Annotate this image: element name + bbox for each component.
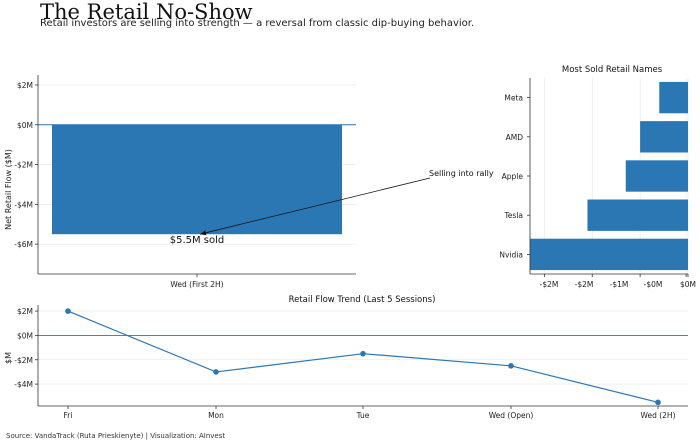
trend-x-tick-label: Mon [208, 411, 224, 420]
trend-x-tick-label: Fri [64, 411, 73, 420]
trend-point [213, 369, 219, 375]
names-bar [659, 81, 688, 114]
trend-point [65, 308, 71, 314]
names-bar [640, 121, 688, 153]
trend-y-tick-label: $0M [17, 331, 33, 340]
names-x-tick-label: -$0M [644, 280, 663, 289]
trend-y-axis-label: $M [4, 352, 13, 364]
main-y-tick-label: $2M [17, 81, 33, 90]
trend-y-tick-label: -$2M [14, 356, 33, 365]
page-subtitle: Retail investors are selling into streng… [40, 18, 475, 29]
main-annotation-label: Selling into rally [429, 169, 494, 178]
names-category-label: AMD [506, 133, 524, 142]
page-title: The Retail No-Show [40, 0, 253, 24]
trend-series-line [67, 310, 659, 403]
names-category-label: Meta [504, 94, 523, 103]
names-chart-title: Most Sold Retail Names [562, 65, 663, 75]
names-x-tick-label: -$2M [540, 280, 559, 289]
trend-x-tick-label: Tue [356, 411, 370, 420]
main-y-tick-label: $0M [17, 121, 33, 130]
trend-chart-title: Retail Flow Trend (Last 5 Sessions) [289, 295, 436, 305]
names-x-tick-label: $0M [680, 280, 696, 289]
main-x-tick-label: Wed (First 2H) [170, 280, 223, 289]
trend-point [655, 399, 661, 406]
trend-y-tick-label: $2M [17, 307, 33, 316]
names-x-tick-label: -$1M [610, 280, 629, 289]
main-annotation-arrow-line [199, 177, 431, 235]
main-data-label: $5.5M sold [170, 235, 225, 246]
trend-y-tick-label: -$4M [14, 380, 33, 389]
names-bar [625, 160, 688, 192]
names-category-label: Nvidia [499, 250, 523, 259]
main-y-tick-label: -$6M [14, 240, 33, 249]
main-y-tick-label: -$4M [14, 200, 33, 209]
names-category-label: Apple [502, 172, 524, 181]
trend-point [360, 350, 366, 357]
names-bar [587, 199, 688, 231]
trend-x-tick-label: Wed (2H) [641, 411, 676, 420]
main-y-tick-label: -$2M [14, 161, 33, 170]
trend-point [508, 363, 514, 369]
trend-x-tick-label: Wed (Open) [489, 411, 534, 420]
names-bar [530, 238, 688, 271]
names-x-tick-label: -$2M [575, 280, 594, 289]
source-note: Source: VandaTrack (Ruta Prieskienyte) |… [6, 432, 226, 440]
main-annotation-arrowhead [200, 230, 207, 236]
main-bar [52, 124, 342, 235]
main-y-axis-label: Net Retail Flow ($M) [4, 149, 13, 230]
names-category-label: Tesla [503, 211, 523, 220]
